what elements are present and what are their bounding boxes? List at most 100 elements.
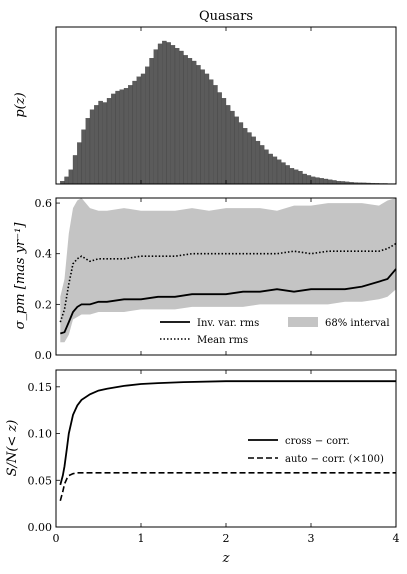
histogram-bar: [208, 79, 214, 185]
histogram-bar: [136, 76, 142, 185]
y-tick-label: 0.4: [35, 248, 53, 261]
legend-68-interval: 68% interval: [325, 318, 390, 329]
histogram-bar: [251, 136, 256, 185]
panel2-legend: Inv. var. rms Mean rms 68% interval: [160, 317, 390, 346]
histogram-bar: [191, 60, 197, 185]
histogram-bar: [128, 85, 133, 185]
x-tick-label: 1: [138, 532, 145, 545]
legend-auto-corr: auto − corr. (×100): [285, 454, 384, 465]
y-tick-label: 0.00: [28, 521, 53, 534]
histogram-bar: [306, 175, 312, 185]
histogram-bar: [213, 85, 218, 185]
histogram-bar: [166, 42, 171, 185]
histogram-bar: [323, 178, 329, 185]
histogram-bar: [145, 66, 150, 185]
interval-band: [60, 198, 397, 343]
histogram-bar: [276, 159, 282, 185]
sn-panel: 0.00 0.05 0.10 0.15 0 1 2 3 4 S/N(< z) z cross …: [5, 369, 400, 566]
histogram-bars: [60, 40, 397, 185]
histogram-bar: [293, 169, 299, 185]
histogram-bar: [285, 165, 290, 185]
histogram-bar: [217, 92, 222, 185]
histogram-bar: [157, 43, 163, 185]
histogram-bar: [225, 105, 231, 185]
panel3-x-ticks: 0 1 2 3 4: [53, 370, 400, 545]
histogram-bar: [183, 55, 188, 185]
histogram-bar: [319, 178, 324, 185]
histogram-bar: [259, 145, 265, 185]
histogram-bar: [106, 98, 112, 185]
histogram-bar: [332, 180, 337, 185]
panel1-y-label: p(z): [13, 92, 28, 117]
legend-cross-corr: cross − corr.: [285, 436, 350, 447]
histogram-bar: [315, 177, 320, 185]
x-tick-label: 0: [53, 532, 60, 545]
histogram-bar: [102, 102, 108, 185]
histogram-bar: [68, 169, 74, 185]
histogram-bar: [123, 88, 129, 185]
histogram-bar: [196, 65, 201, 185]
panel3-frame: [55, 369, 397, 528]
histogram-bar: [221, 98, 227, 185]
x-tick-label: 3: [308, 532, 315, 545]
histogram-bar: [327, 179, 333, 185]
panel1-x-ticks: [55, 27, 397, 184]
histogram-bar: [242, 128, 248, 185]
histogram-bar: [98, 100, 103, 185]
sigma-pm-panel: 0.0 0.2 0.4 0.6 σ_pm [mas yr⁻¹] Inv. var. r…: [13, 197, 397, 362]
histogram-bar: [204, 73, 210, 185]
histogram-bar: [302, 173, 307, 185]
legend-mean-rms: Mean rms: [197, 335, 248, 346]
histogram-bar: [174, 48, 180, 185]
legend-inv-var-rms: Inv. var. rms: [197, 318, 259, 329]
histogram-bar: [162, 40, 167, 185]
x-tick-label: 2: [223, 532, 230, 545]
histogram-bar: [272, 156, 278, 185]
histogram-bar: [200, 69, 205, 185]
panel2-y-label: σ_pm [mas yr⁻¹]: [13, 222, 28, 330]
histogram-bar: [281, 162, 286, 185]
panel3-legend: cross − corr. auto − corr. (×100): [248, 436, 384, 465]
panel2-x-ticks: [55, 198, 397, 355]
histogram-bar: [111, 93, 116, 185]
histogram-bar: [115, 90, 120, 185]
panel3-x-label: z: [222, 551, 230, 566]
auto-corr-line: [59, 472, 396, 502]
histogram-bar: [264, 149, 269, 185]
histogram-bar: [153, 49, 159, 185]
inv-var-rms-line: [60, 268, 397, 335]
histogram-bar: [94, 105, 99, 185]
histogram-bar: [77, 142, 82, 185]
histogram-bar: [170, 45, 176, 185]
cross-corr-line: [59, 380, 396, 486]
histogram-bar: [72, 155, 78, 185]
histogram-bar: [89, 109, 95, 185]
histogram-bar: [268, 153, 273, 185]
y-tick-label: 0.10: [28, 428, 53, 441]
histogram-bar: [85, 118, 91, 185]
y-tick-label: 0.2: [35, 298, 53, 311]
histogram-bar: [298, 170, 303, 185]
histogram-bar: [247, 132, 252, 185]
histogram-bar: [238, 122, 244, 185]
chart-title: Quasars: [199, 9, 253, 24]
y-tick-label: 0.0: [35, 349, 53, 362]
x-tick-label: 4: [393, 532, 400, 545]
histogram-bar: [119, 89, 125, 185]
histogram-bar: [187, 58, 193, 185]
panel2-y-ticks: 0.0 0.2 0.4 0.6: [35, 197, 60, 362]
legend-band-swatch: [288, 317, 318, 327]
y-tick-label: 0.6: [35, 197, 53, 210]
histogram-bar: [64, 176, 69, 185]
histogram-bar: [149, 58, 154, 185]
histogram-bar: [289, 168, 295, 185]
panel3-y-label: S/N(< z): [5, 420, 20, 477]
panel3-y-ticks: 0.00 0.05 0.10 0.15: [28, 381, 60, 534]
histogram-bar: [179, 50, 184, 185]
histogram-bar: [234, 116, 239, 185]
histogram-bar: [310, 176, 316, 185]
histogram-bar: [255, 140, 261, 185]
histogram-bar: [140, 73, 146, 185]
histogram-bar: [132, 80, 137, 185]
